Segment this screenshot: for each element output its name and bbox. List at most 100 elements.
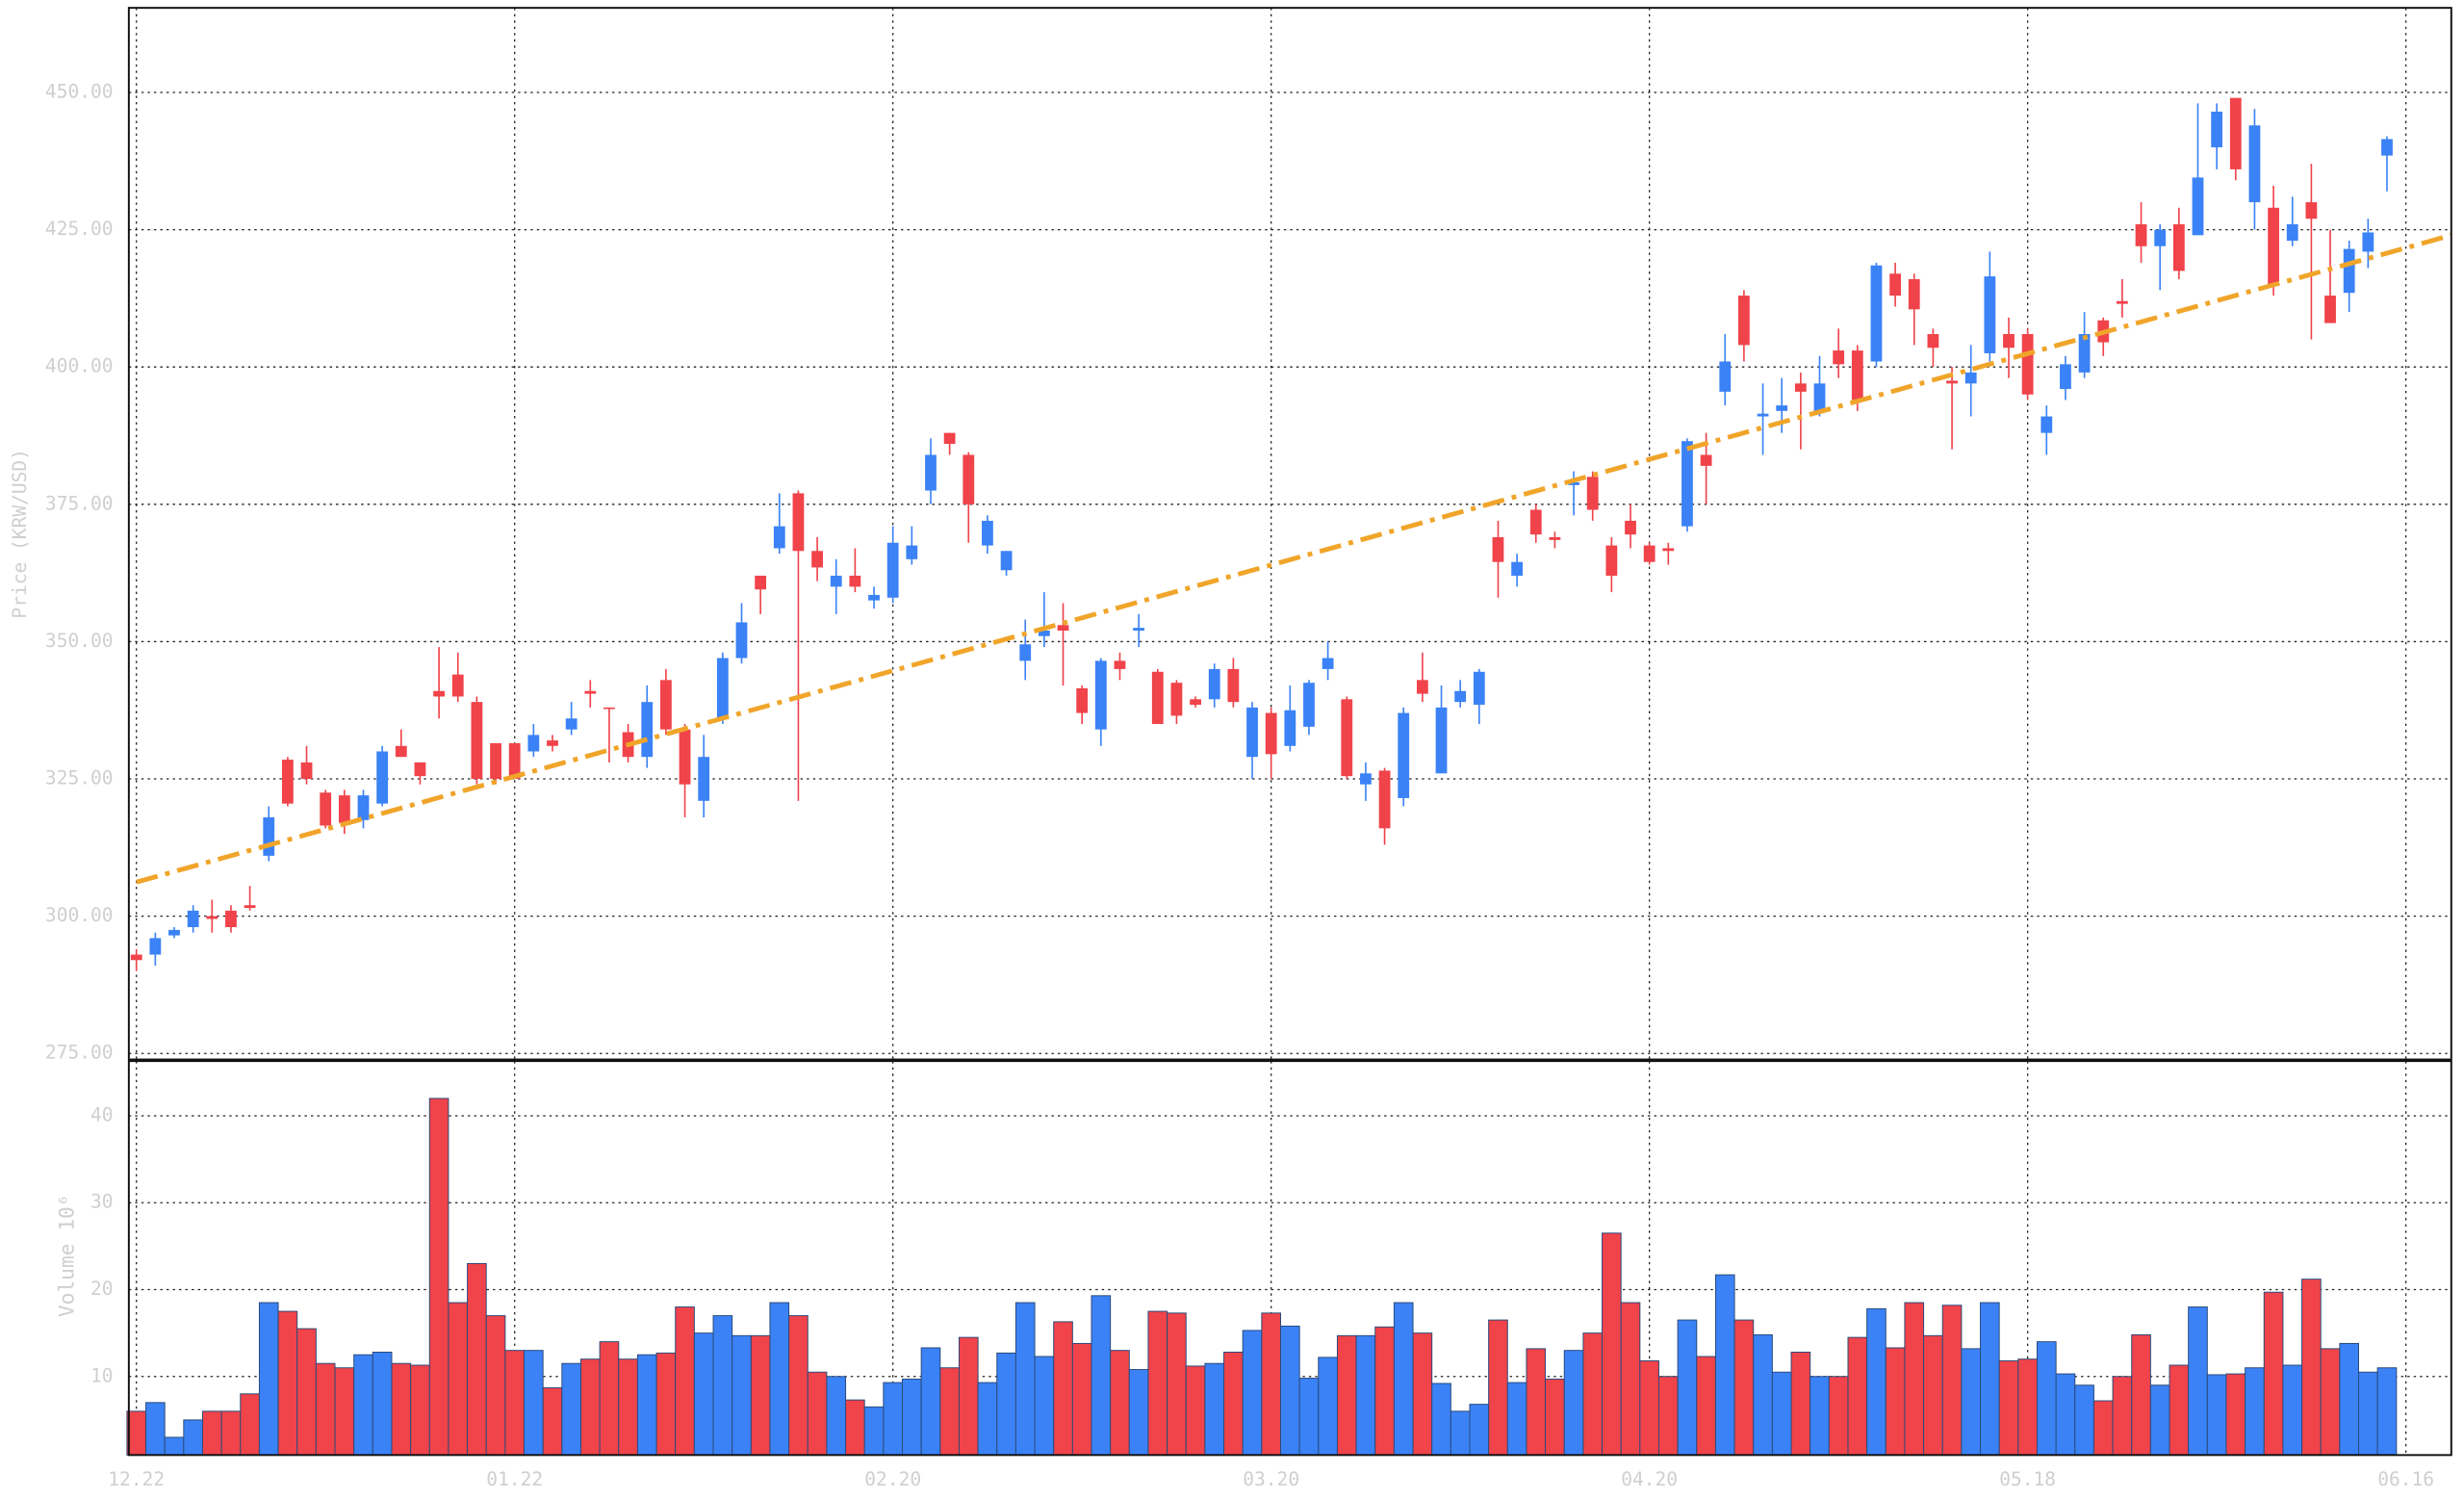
x-tick-label: 04.20 xyxy=(1621,1468,1678,1490)
volume-bar xyxy=(448,1302,469,1456)
candle-body xyxy=(679,729,691,785)
volume-bar xyxy=(1412,1332,1433,1456)
volume-bar xyxy=(1450,1410,1471,1456)
volume-bar xyxy=(977,1382,998,1456)
volume-bar xyxy=(201,1410,222,1456)
candle-body xyxy=(282,760,294,804)
volume-bar xyxy=(1753,1333,1773,1456)
candle-body xyxy=(716,658,729,719)
candle-body xyxy=(698,757,710,801)
candle-body xyxy=(1454,690,1467,703)
volume-bar xyxy=(1506,1382,1527,1456)
volume-bar xyxy=(769,1302,790,1456)
volume-bar xyxy=(315,1362,336,1456)
candle-body xyxy=(1378,770,1391,829)
volume-bar xyxy=(410,1364,430,1456)
y-tick-label: 10 xyxy=(90,1364,114,1386)
candle-body xyxy=(1605,545,1618,576)
volume-bar xyxy=(1280,1325,1300,1456)
candle-body xyxy=(149,938,162,955)
candle-body xyxy=(659,680,672,730)
volume-bar xyxy=(1261,1312,1281,1456)
volume-bar xyxy=(2206,1374,2227,1456)
volume-bar xyxy=(2149,1384,2170,1456)
volume-bar xyxy=(1620,1302,1641,1456)
candle-body xyxy=(1094,660,1107,730)
volume-bar xyxy=(1318,1357,1338,1456)
volume-bar xyxy=(920,1347,941,1456)
x-tick-label: 05.18 xyxy=(1999,1468,2056,1490)
candle-body xyxy=(2117,300,2128,304)
volume-bar xyxy=(1885,1347,1906,1456)
candle-body xyxy=(2305,202,2318,220)
candle-body xyxy=(1341,699,1353,777)
volume-bar xyxy=(524,1350,544,1456)
volume-bar xyxy=(1091,1295,1112,1456)
volume-bar xyxy=(1223,1351,1244,1456)
candle-body xyxy=(2154,229,2167,246)
candle-body xyxy=(1662,548,1675,552)
volume-bar xyxy=(504,1350,526,1456)
y-tick-label: 400.00 xyxy=(45,355,114,377)
volume-bar xyxy=(2017,1358,2038,1456)
volume-bar xyxy=(1639,1360,1659,1456)
volume-bar xyxy=(826,1376,847,1456)
volume-bar xyxy=(1790,1351,1811,1456)
candle-body xyxy=(1114,660,1126,669)
volume-bar xyxy=(1980,1302,2000,1456)
volume-bar xyxy=(1847,1336,1868,1456)
volume-bar xyxy=(2282,1364,2303,1456)
candle-body xyxy=(1568,481,1579,485)
volume-bar xyxy=(485,1315,506,1456)
volume-bar xyxy=(2169,1364,2190,1456)
volume-bar xyxy=(2245,1367,2265,1456)
volume-bar xyxy=(372,1351,393,1456)
volume-bar xyxy=(1167,1312,1187,1456)
y-tick-label: 275.00 xyxy=(45,1042,114,1064)
volume-bar xyxy=(2036,1341,2057,1456)
candle-body xyxy=(1398,712,1410,798)
candle-body xyxy=(1057,625,1069,632)
volume-bar xyxy=(145,1402,166,1456)
volume-bar xyxy=(788,1315,808,1456)
candle-body xyxy=(320,792,332,826)
volume-bar xyxy=(1298,1378,1320,1456)
candle-body xyxy=(1227,668,1240,703)
volume-bar xyxy=(1904,1302,1925,1456)
volume-bar xyxy=(2358,1371,2378,1456)
candle-body xyxy=(2324,296,2336,323)
price-axis-label: Price (KRW/USD) xyxy=(9,449,31,619)
candle-body xyxy=(1284,710,1296,746)
candle-body xyxy=(1927,333,1939,349)
volume-bar xyxy=(1110,1350,1130,1456)
volume-bar xyxy=(1582,1332,1604,1456)
candle-body xyxy=(773,526,785,549)
candle-body xyxy=(982,520,993,546)
volume-bar xyxy=(1866,1307,1886,1456)
volume-bar xyxy=(1677,1319,1698,1456)
x-tick-label: 06.16 xyxy=(2377,1468,2434,1490)
volume-bar xyxy=(1014,1302,1036,1456)
volume-bar xyxy=(996,1352,1016,1456)
volume-bar xyxy=(1602,1232,1622,1456)
volume-bar xyxy=(1733,1319,1755,1456)
candle-body xyxy=(168,929,180,936)
volume-bar xyxy=(467,1262,487,1456)
volume-bar xyxy=(1242,1330,1263,1456)
candle-body xyxy=(641,702,654,758)
volume-bar xyxy=(126,1410,147,1456)
trend-line xyxy=(136,232,2452,885)
candle-body xyxy=(2248,125,2261,203)
candle-body xyxy=(1625,520,1636,535)
volume-bar xyxy=(1941,1305,1963,1456)
candle-body xyxy=(1265,712,1277,755)
candle-body xyxy=(451,674,464,697)
candle-body xyxy=(527,735,540,752)
candle-body xyxy=(1757,413,1769,417)
volume-bar xyxy=(2112,1376,2133,1456)
candle-body xyxy=(1529,509,1542,535)
candle-body xyxy=(1416,680,1428,694)
candle-body xyxy=(1946,380,1958,384)
candle-body xyxy=(2211,111,2223,148)
volume-bar xyxy=(599,1341,620,1456)
